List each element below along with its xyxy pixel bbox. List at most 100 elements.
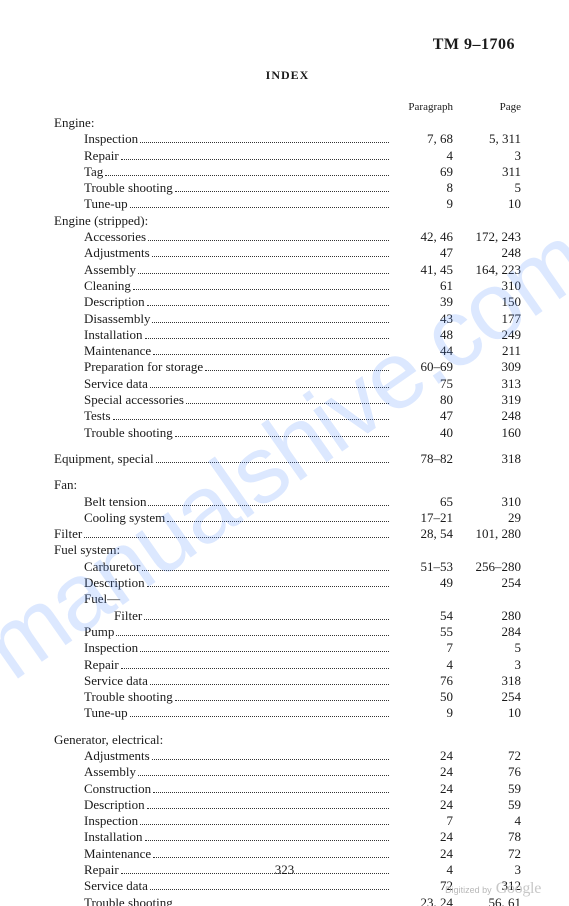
entry-paragraph: 44 [391, 343, 453, 359]
entry-page: 76 [453, 764, 521, 780]
entry-label: Tests [84, 408, 111, 424]
entry-label: Accessories [84, 229, 146, 245]
entry-paragraph: 75 [391, 376, 453, 392]
entry-label: Repair [84, 657, 119, 673]
entry-label: Tag [84, 164, 103, 180]
entry-paragraph: 4 [391, 148, 453, 164]
entry-page: 72 [453, 846, 521, 862]
index-entry: Tune-up910 [54, 196, 521, 212]
index-entry: Fan: [54, 477, 521, 493]
entry-label: Installation [84, 829, 143, 845]
index-entry: Cleaning61310 [54, 278, 521, 294]
index-entry: Cooling system17–2129 [54, 510, 521, 526]
entry-page: 284 [453, 624, 521, 640]
entry-paragraph: 78–82 [391, 451, 453, 467]
entry-page: 59 [453, 797, 521, 813]
document-id: TM 9–1706 [54, 36, 521, 54]
entry-label: Inspection [84, 640, 138, 656]
entry-paragraph: 55 [391, 624, 453, 640]
digitized-caption: Digitized by Google [445, 880, 541, 898]
page-number: 323 [0, 862, 569, 878]
entry-page: 248 [453, 245, 521, 261]
entry-label: Equipment, special [54, 451, 154, 467]
entry-label: Repair [84, 148, 119, 164]
leader-dots [133, 289, 389, 290]
entry-label: Construction [84, 781, 151, 797]
entry-label: Description [84, 575, 145, 591]
index-entry: Trouble shooting 85 [54, 180, 521, 196]
index-entry: Engine (stripped): [54, 213, 521, 229]
index-entry: Special accessories80319 [54, 392, 521, 408]
index-entry: Assembly2476 [54, 764, 521, 780]
leader-dots [205, 370, 389, 371]
entry-page: 10 [453, 196, 521, 212]
index-entry: Installation48249 [54, 327, 521, 343]
index-entry: Engine: [54, 115, 521, 131]
entry-paragraph: 23, 24 [391, 895, 453, 906]
entry-label: Fuel— [84, 591, 521, 607]
entry-paragraph: 24 [391, 797, 453, 813]
entry-page: 249 [453, 327, 521, 343]
entry-page: 177 [453, 311, 521, 327]
entry-label: Service data [84, 878, 148, 894]
entry-page: 280 [453, 608, 521, 624]
entry-paragraph: 72 [391, 878, 453, 894]
index-entry: Installation2478 [54, 829, 521, 845]
entry-label: Cleaning [84, 278, 131, 294]
leader-dots [152, 256, 389, 257]
entry-label: Description [84, 294, 145, 310]
leader-dots [145, 840, 390, 841]
entry-label: Adjustments [84, 748, 150, 764]
index-entry: Fuel system: [54, 542, 521, 558]
entry-page: 72 [453, 748, 521, 764]
leader-dots [145, 338, 390, 339]
leader-dots [175, 191, 389, 192]
entry-page: 319 [453, 392, 521, 408]
entry-paragraph: 8 [391, 180, 453, 196]
column-headers: Paragraph Page [54, 101, 521, 113]
entry-label: Service data [84, 673, 148, 689]
entry-label: Trouble shooting [84, 180, 173, 196]
leader-dots [153, 354, 389, 355]
entry-page: 256–280 [453, 559, 521, 575]
entry-page: 5 [453, 180, 521, 196]
leader-dots [150, 889, 389, 890]
entry-paragraph: 51–53 [391, 559, 453, 575]
entry-page: 10 [453, 705, 521, 721]
index-entry: Belt tension65310 [54, 494, 521, 510]
entry-paragraph: 42, 46 [391, 229, 453, 245]
index-entry: Construction2459 [54, 781, 521, 797]
index-entry: Tests47248 [54, 408, 521, 424]
entry-page: 5, 311 [453, 131, 521, 147]
entry-label: Installation [84, 327, 143, 343]
entry-label: Carburetor [84, 559, 140, 575]
index-entry: Service data75313 [54, 376, 521, 392]
index-title: INDEX [54, 68, 521, 83]
index-entry: Accessories42, 46172, 243 [54, 229, 521, 245]
entry-paragraph: 7 [391, 640, 453, 656]
index-entry: Adjustments2472 [54, 748, 521, 764]
entry-label: Engine (stripped): [54, 213, 521, 229]
index-entry: Trouble shooting50254 [54, 689, 521, 705]
leader-dots [144, 619, 389, 620]
entry-label: Special accessories [84, 392, 184, 408]
leader-dots [153, 857, 389, 858]
leader-dots [138, 273, 389, 274]
google-logo: Google [496, 880, 541, 898]
entry-label: Assembly [84, 262, 136, 278]
index-entry: Filter28, 54101, 280 [54, 526, 521, 542]
leader-dots [105, 175, 389, 176]
index-entry: Maintenance44211 [54, 343, 521, 359]
leader-dots [130, 716, 389, 717]
index-entry: Description2459 [54, 797, 521, 813]
leader-dots [148, 240, 389, 241]
leader-dots [138, 775, 389, 776]
entry-page: 5 [453, 640, 521, 656]
entry-paragraph: 24 [391, 829, 453, 845]
entry-label: Cooling system [84, 510, 165, 526]
leader-dots [84, 537, 389, 538]
entry-page: 318 [453, 673, 521, 689]
entry-page: 310 [453, 494, 521, 510]
entry-page: 318 [453, 451, 521, 467]
entry-paragraph: 54 [391, 608, 453, 624]
